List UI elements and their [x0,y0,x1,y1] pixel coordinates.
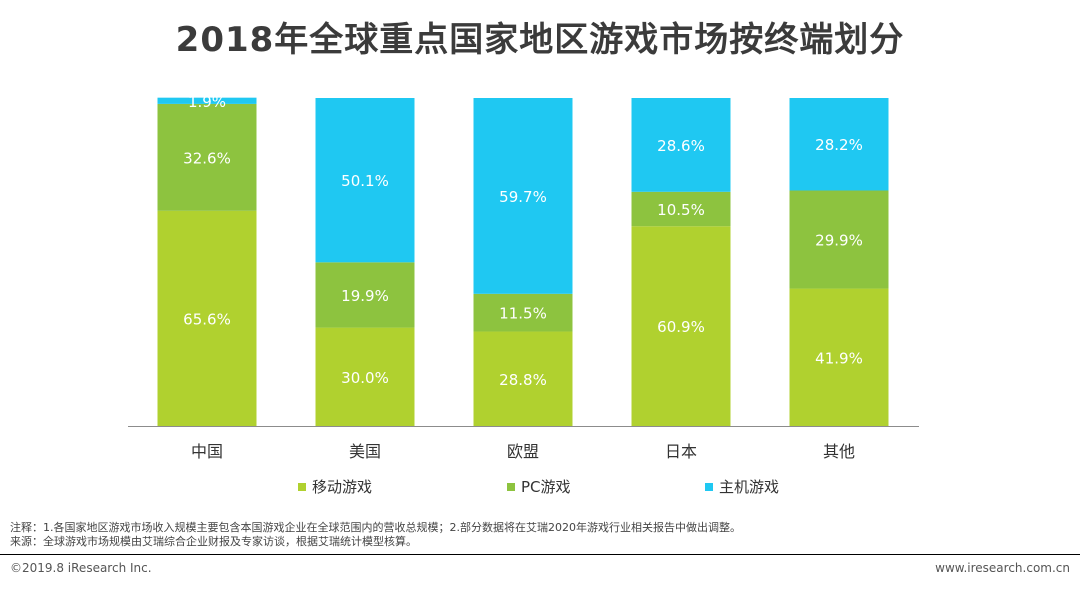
bar-segment [315,98,415,263]
bar-segment [789,288,889,426]
data-label: 60.9% [657,318,705,336]
legend-swatch [507,482,515,491]
x-tick-label: 其他 [823,442,855,461]
data-label: 1.9% [188,93,226,111]
bar-segment [157,210,257,426]
website-url: www.iresearch.com.cn [935,561,1070,575]
data-label: 11.5% [499,305,547,323]
data-label: 29.9% [815,232,863,250]
data-label: 28.6% [657,137,705,155]
bar-segment [789,98,889,191]
bar-segment [157,103,257,211]
legend-swatch [298,482,306,491]
bar-segment [473,331,573,426]
bar-segment [473,98,573,294]
bar-segment [315,262,415,328]
x-tick-label: 美国 [349,442,381,461]
data-label: 41.9% [815,349,863,367]
stacked-bar-chart: 65.6% 32.6% 1.9% 中国 30.0% 19.9% 50.1% 美国 28.8% 11… [128,93,919,461]
x-tick-label: 中国 [191,442,223,461]
notes: 注释：1.各国家地区游戏市场收入规模主要包含本国游戏企业在全球范围内的营收总规模… [10,521,741,549]
legend-label: 移动游戏 [312,478,373,496]
bar-segment [157,97,257,104]
footer-divider [0,554,1080,555]
data-label: 28.8% [499,371,547,389]
data-label: 30.0% [341,369,389,387]
legend-item: PC游戏 [507,476,571,497]
x-tick-label: 欧盟 [507,442,539,461]
legend-swatch [705,482,713,491]
legend-label: 主机游戏 [719,478,780,496]
legend-item: 移动游戏 [298,476,372,497]
data-label: 59.7% [499,188,547,206]
bar-segment [473,293,573,332]
chart-legend: 移动游戏 PC游戏 主机游戏 [0,476,1080,500]
page-title: 2018年全球重点国家地区游戏市场按终端划分 [175,20,905,60]
data-label: 50.1% [341,172,389,190]
bar-segment [631,226,731,426]
bar-segment [631,191,731,227]
bar-segment [631,98,731,192]
x-tick-label: 日本 [665,442,697,461]
bar-segment [789,190,889,289]
note-line-1: 注释：1.各国家地区游戏市场收入规模主要包含本国游戏企业在全球范围内的营收总规模… [10,521,741,534]
bar-segment [315,327,415,426]
data-label: 10.5% [657,201,705,219]
data-label: 65.6% [183,310,231,328]
data-label: 32.6% [183,149,231,167]
legend-label: PC游戏 [521,478,571,496]
source-line: 来源：全球游戏市场规模由艾瑞综合企业财报及专家访谈，根据艾瑞统计模型核算。 [10,535,417,548]
legend-item: 主机游戏 [705,476,779,497]
data-label: 28.2% [815,136,863,154]
data-label: 19.9% [341,287,389,305]
copyright: ©2019.8 iResearch Inc. [10,561,152,575]
